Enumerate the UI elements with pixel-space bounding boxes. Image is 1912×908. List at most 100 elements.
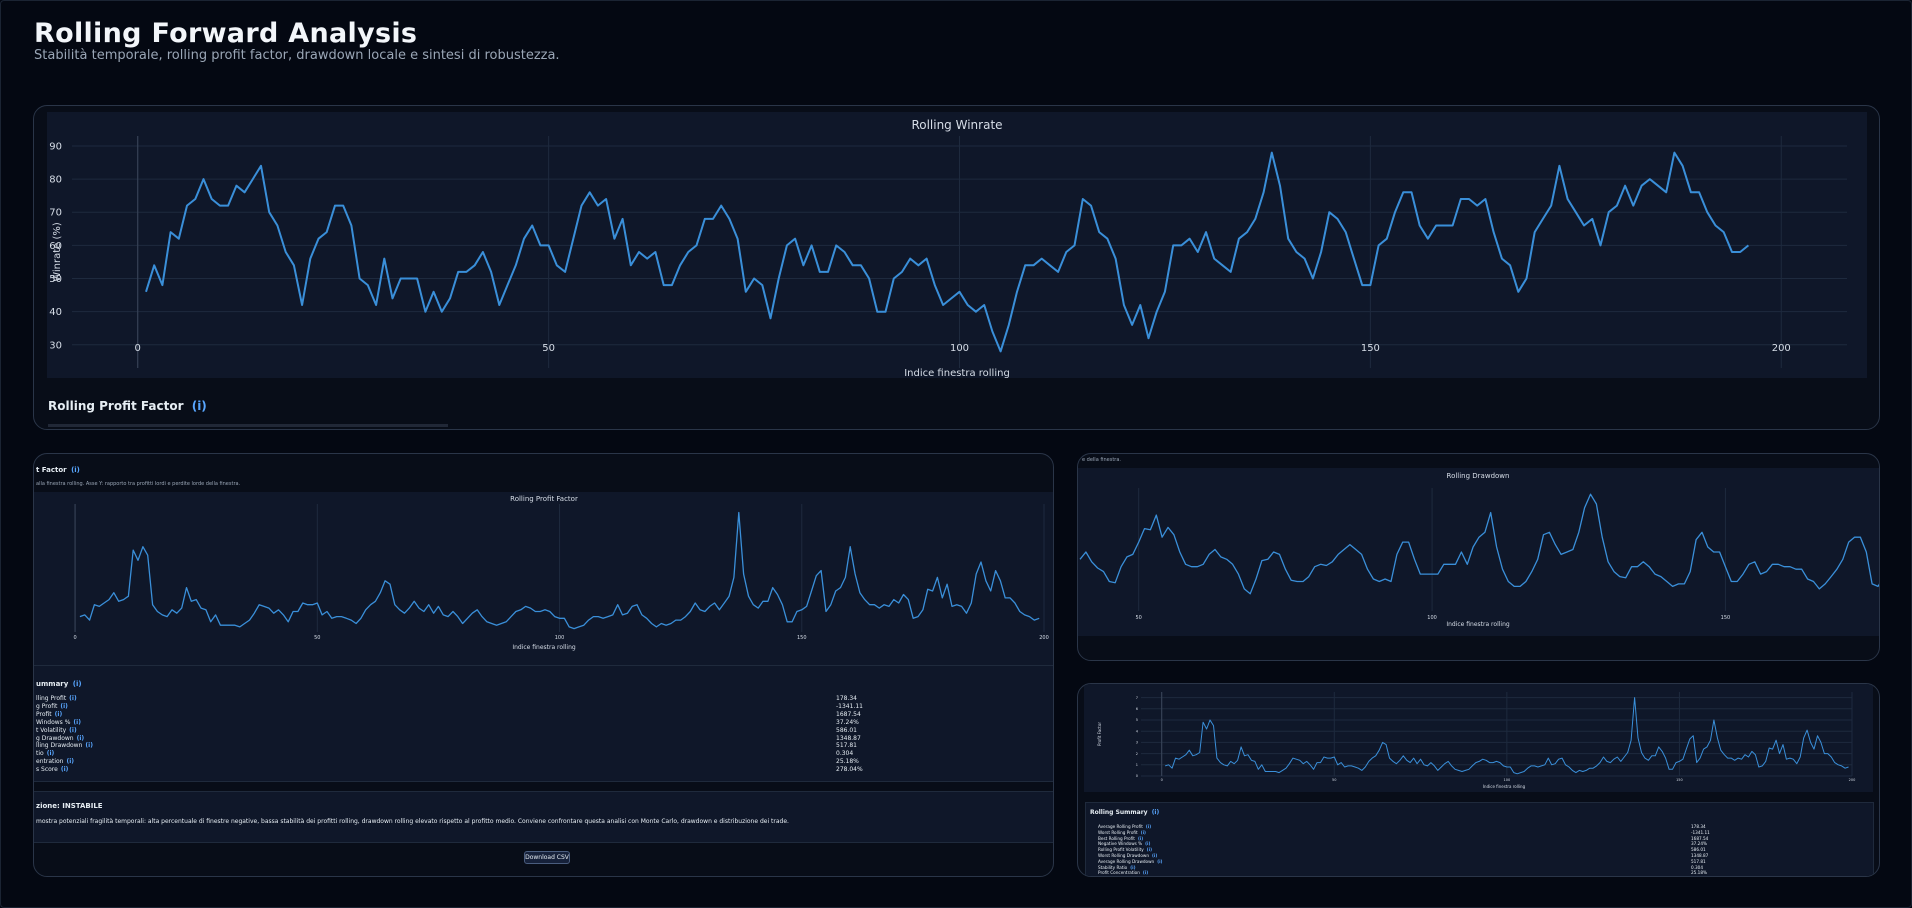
info-icon[interactable]: (i) bbox=[76, 734, 85, 742]
info-icon[interactable]: (i) bbox=[1146, 847, 1153, 853]
x-tick-label: 50 bbox=[314, 635, 320, 641]
y-tick-label: 3 bbox=[1136, 741, 1138, 745]
drawdown-chart: 50 100 150 Rolling Drawdown Indice finestra … bbox=[1079, 472, 1879, 628]
series-line bbox=[145, 151, 1750, 353]
mini-card: 0 50 100 150 200 0 1 2 3 4 5 6 7 Indice finestra roll… bbox=[1077, 683, 1880, 877]
info-icon[interactable]: (i) bbox=[191, 399, 207, 413]
summary-row-label: Best Rolling Profit (i) bbox=[1098, 836, 1143, 841]
x-tick-label: 200 bbox=[1039, 635, 1049, 641]
info-icon[interactable]: (i) bbox=[66, 758, 75, 766]
y-tick-label: 7 bbox=[1136, 696, 1138, 700]
x-tick-label: 50 bbox=[1332, 778, 1336, 782]
mini-summary-panel: Rolling Summary (i) Average Rolling Prof… bbox=[1085, 802, 1874, 876]
grid bbox=[1141, 692, 1853, 777]
summary-label-text: lling Profit bbox=[36, 695, 67, 702]
x-tick-label: 200 bbox=[1772, 343, 1791, 354]
summary-row-label: Negative Windows % (i) bbox=[1098, 841, 1150, 846]
x-tick-label: 100 bbox=[555, 635, 565, 641]
summary-row-label: tio (i) bbox=[36, 750, 54, 757]
summary-panel: ummary (i) lling Profit (i) 178.34 g Profit… bbox=[34, 665, 1053, 782]
info-icon[interactable]: (i) bbox=[1152, 853, 1158, 858]
summary-label-text: entration bbox=[36, 758, 64, 766]
info-icon[interactable]: (i) bbox=[1140, 829, 1146, 835]
winrate-card: 0 50 100 150 200 30 40 50 60 70 80 90 Rolling Winrat… bbox=[33, 105, 1880, 430]
summary-row-label: Average Rolling Profit (i) bbox=[1098, 824, 1151, 829]
info-icon[interactable]: (i) bbox=[72, 680, 82, 688]
x-axis-label: Indice finestra rolling bbox=[1446, 621, 1510, 628]
summary-row-label: Rolling Profit Volatility (i) bbox=[1098, 847, 1152, 852]
mini-summary-heading: Rolling Summary (i) bbox=[1090, 809, 1159, 816]
summary-row-value: 178.34 bbox=[1691, 824, 1706, 829]
profit-factor-heading-text: Rolling Profit Factor bbox=[48, 399, 184, 413]
summary-row-label: entration (i) bbox=[36, 758, 74, 765]
x-axis-label: Indice finestra rolling bbox=[1483, 784, 1526, 789]
info-icon[interactable]: (i) bbox=[73, 718, 81, 726]
summary-row-label: Worst Rolling Drawdown (i) bbox=[1098, 853, 1157, 858]
info-icon[interactable]: (i) bbox=[69, 726, 77, 734]
info-icon[interactable]: (i) bbox=[60, 702, 68, 710]
summary-label-text: Negative Windows % bbox=[1098, 841, 1143, 847]
series bbox=[1079, 493, 1879, 595]
summary-label-text: lling Drawdown bbox=[36, 742, 83, 750]
grid bbox=[1138, 488, 1726, 611]
info-icon[interactable]: (i) bbox=[85, 742, 93, 750]
summary-label-text: Average Rolling Drawdown bbox=[1098, 858, 1155, 864]
info-icon[interactable]: (i) bbox=[1137, 835, 1144, 841]
y-tick-label: 2 bbox=[1136, 752, 1138, 756]
classification-text: zione: INSTABILE bbox=[36, 802, 103, 810]
pf-plot-area bbox=[34, 492, 1053, 668]
conclusion-text: mostra potenziali fragilità temporali: a… bbox=[36, 818, 789, 825]
info-icon[interactable]: (i) bbox=[60, 766, 69, 774]
profit-factor-card: t Factor (i) alla finestra rolling. Asse… bbox=[33, 453, 1054, 877]
x-tick-label: 50 bbox=[1135, 615, 1141, 621]
pf-card-description: alla finestra rolling. Asse Y: rapporto … bbox=[36, 481, 241, 487]
summary-label-text: Profit bbox=[36, 710, 52, 718]
summary-row-label: Profit (i) bbox=[36, 711, 62, 718]
summary-row-label: Average Rolling Drawdown (i) bbox=[1098, 859, 1162, 864]
info-icon[interactable]: (i) bbox=[46, 750, 55, 758]
series-line bbox=[1079, 493, 1879, 595]
chart-title: Rolling Profit Factor bbox=[510, 495, 578, 503]
summary-label-text: Rolling Profit Volatility bbox=[1098, 847, 1144, 853]
summary-row-label: Windows % (i) bbox=[36, 719, 81, 726]
info-icon[interactable]: (i) bbox=[1157, 858, 1163, 864]
pf-card-heading: t Factor (i) bbox=[36, 466, 80, 474]
info-icon[interactable]: (i) bbox=[54, 710, 63, 718]
y-tick-label: 80 bbox=[49, 175, 62, 186]
info-icon[interactable]: (i) bbox=[1145, 841, 1151, 847]
summary-row-value: 1687.54 bbox=[1691, 835, 1709, 841]
summary-row-value: 586.01 bbox=[836, 726, 857, 734]
x-tick-label: 150 bbox=[1676, 778, 1683, 782]
summary-row-value: 1348.87 bbox=[836, 734, 861, 742]
summary-label-text: g Profit bbox=[36, 702, 58, 710]
y-tick-label: 1 bbox=[1136, 763, 1138, 767]
summary-row-value: 517.81 bbox=[836, 742, 857, 750]
summary-row-value: 517.81 bbox=[1691, 858, 1706, 864]
download-csv-button[interactable]: Download CSV bbox=[524, 851, 570, 864]
y-tick-label: 40 bbox=[49, 307, 62, 318]
info-icon[interactable]: (i) bbox=[71, 466, 80, 474]
summary-label-text: Profit Concentration bbox=[1098, 870, 1140, 876]
summary-row-value: 586.01 bbox=[1691, 847, 1706, 853]
x-tick-label: 200 bbox=[1849, 778, 1856, 782]
info-icon[interactable]: (i) bbox=[1151, 809, 1160, 816]
x-tick-label: 0 bbox=[73, 635, 76, 641]
summary-row-label: s Score (i) bbox=[36, 766, 68, 773]
summary-row-value: 1687.54 bbox=[836, 710, 861, 718]
page-subtitle: Stabilità temporale, rolling profit fact… bbox=[34, 48, 560, 63]
classification-panel: zione: INSTABILE mostra potenziali fragi… bbox=[34, 791, 1053, 843]
summary-row-label: Profit Concentration (i) bbox=[1098, 870, 1148, 875]
summary-row-value: 1348.87 bbox=[1691, 853, 1709, 858]
mini-plot-area bbox=[1084, 684, 1873, 792]
chart-title: Rolling Drawdown bbox=[1447, 472, 1510, 480]
x-tick-label: 150 bbox=[1361, 343, 1380, 354]
summary-label-text: Average Rolling Profit bbox=[1098, 824, 1143, 829]
info-icon[interactable]: (i) bbox=[1130, 864, 1136, 870]
info-icon[interactable]: (i) bbox=[1145, 824, 1152, 829]
mini-summary-heading-text: Rolling Summary bbox=[1090, 809, 1148, 816]
info-icon[interactable]: (i) bbox=[1142, 870, 1149, 876]
y-tick-label: 5 bbox=[1136, 718, 1138, 722]
info-icon[interactable]: (i) bbox=[69, 695, 77, 702]
summary-row-label: g Drawdown (i) bbox=[36, 735, 84, 742]
y-tick-label: 6 bbox=[1136, 707, 1138, 711]
